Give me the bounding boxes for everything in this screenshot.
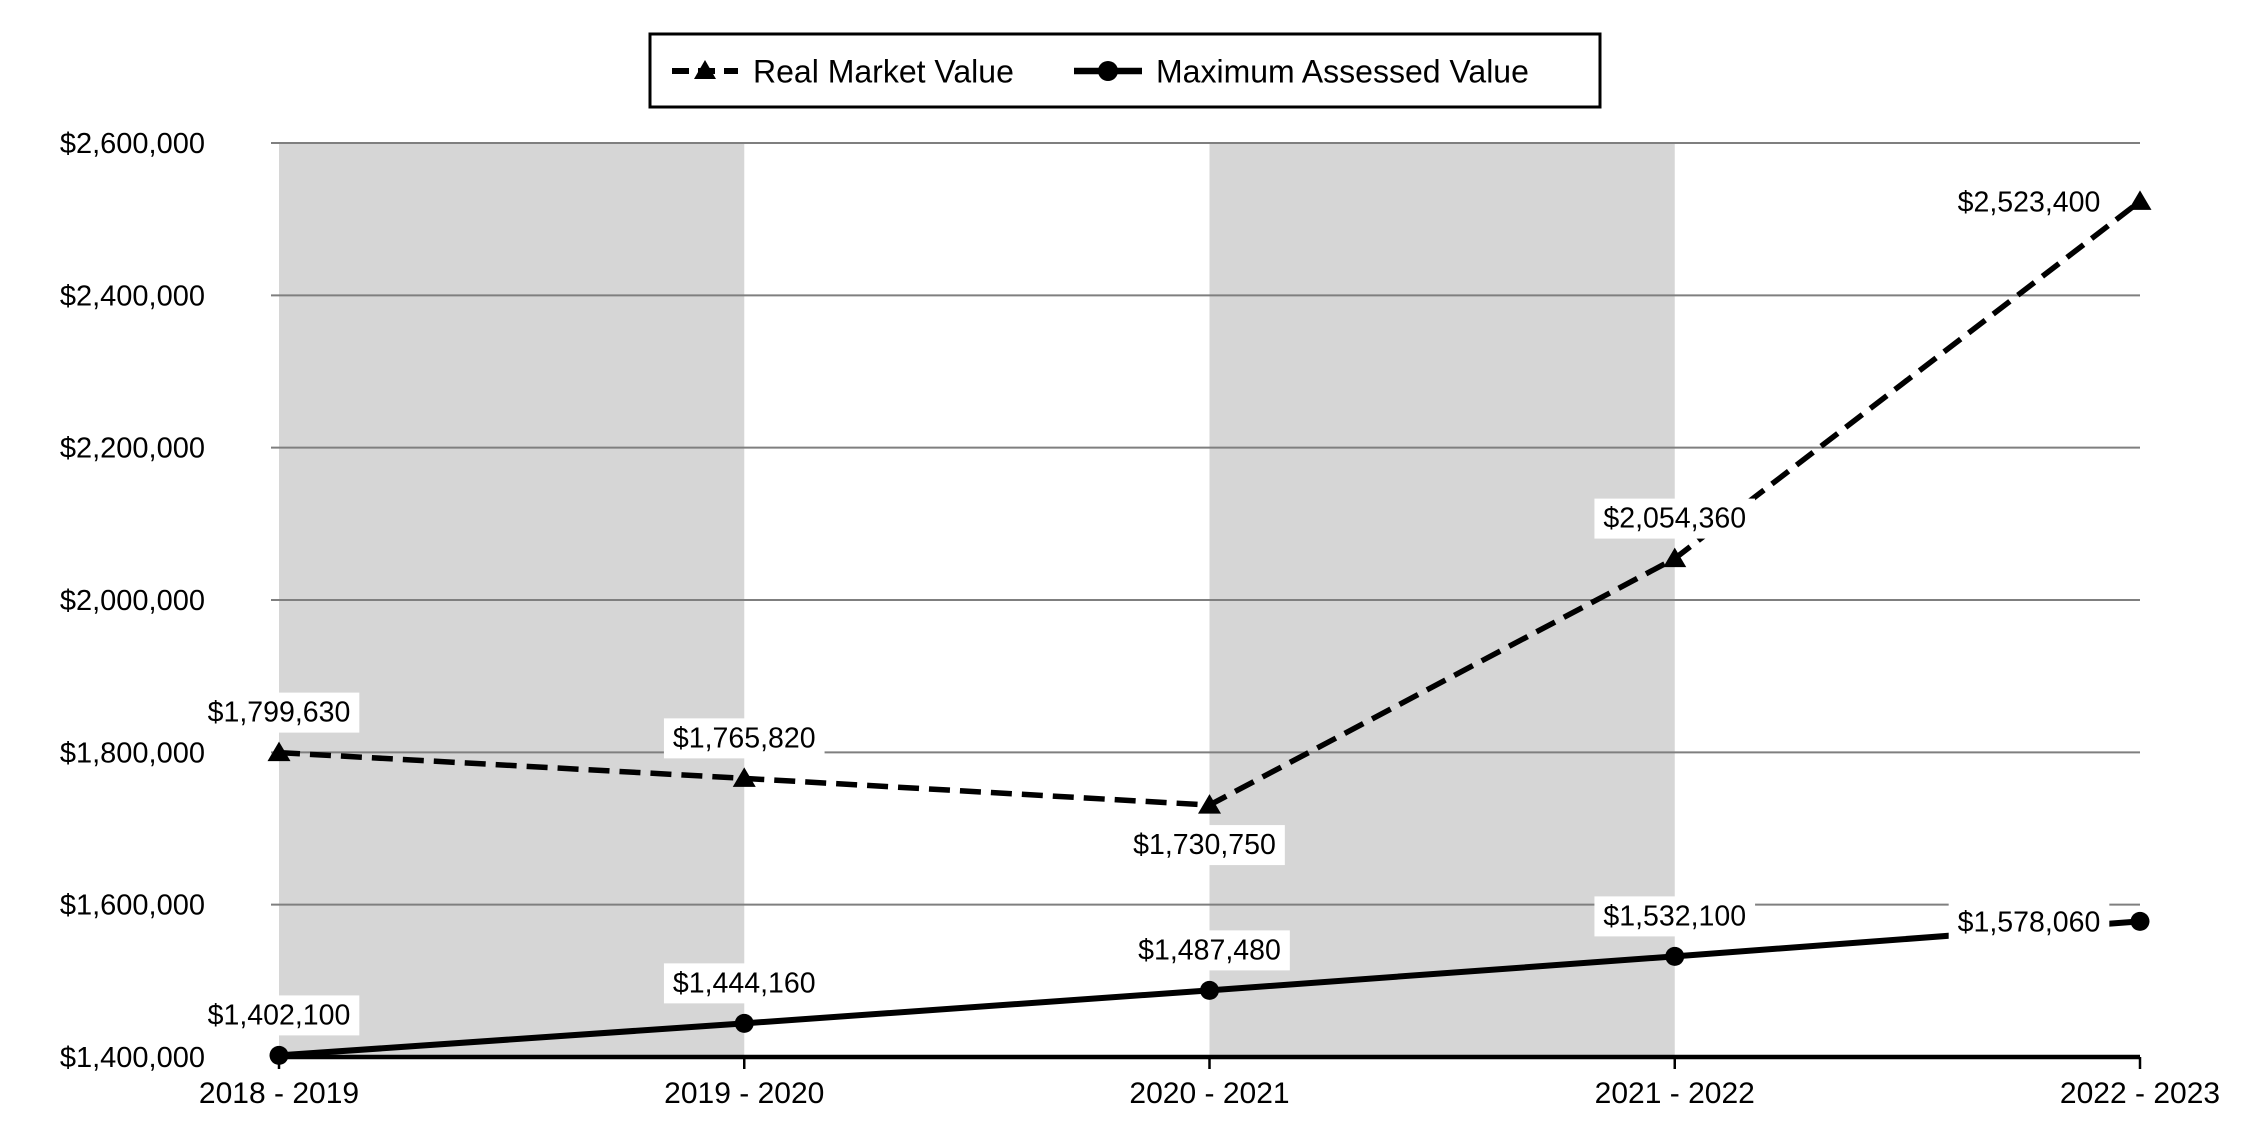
y-tick-label: $1,800,000	[60, 737, 205, 769]
triangle-marker-icon	[1663, 547, 1687, 568]
x-tick-label: 2022 - 2023	[2060, 1077, 2220, 1110]
maximum-assessed-value-data-label: $1,532,100	[1603, 900, 1746, 932]
data-label-background	[1948, 902, 2110, 943]
y-tick-label: $2,600,000	[60, 128, 205, 160]
data-label-background	[1594, 896, 1756, 937]
data-label-background	[663, 963, 825, 1004]
legend-label: Real Market Value	[753, 54, 1014, 90]
y-tick-label: $2,400,000	[60, 280, 205, 312]
circle-marker-icon	[2130, 911, 2150, 931]
real-market-value-data-label: $2,054,360	[1603, 503, 1746, 535]
y-tick-label: $1,400,000	[60, 1042, 205, 1074]
data-label-background	[1594, 498, 1756, 539]
x-tick-label: 2020 - 2021	[1129, 1077, 1289, 1110]
circle-marker-icon	[1665, 946, 1685, 966]
circle-marker-icon	[734, 1013, 754, 1033]
real-market-value-data-label: $1,730,750	[1133, 829, 1276, 861]
maximum-assessed-value-data-label: $1,402,100	[208, 999, 351, 1031]
triangle-marker-icon	[2128, 190, 2152, 210]
data-label-background	[1124, 825, 1285, 866]
circle-marker-icon	[269, 1045, 289, 1065]
real-market-value-data-label: $1,799,630	[208, 697, 351, 729]
data-label-background	[1129, 930, 1290, 971]
y-tick-label: $1,600,000	[60, 890, 205, 922]
data-label-background	[198, 692, 360, 733]
data-label-background	[198, 995, 360, 1036]
triangle-marker-icon	[732, 767, 756, 787]
circle-marker-icon	[1200, 980, 1219, 1000]
y-tick-label: $2,200,000	[60, 433, 205, 465]
real-market-value-data-label: $1,765,820	[673, 722, 816, 754]
y-tick-label: $2,000,000	[60, 585, 205, 617]
maximum-assessed-value-data-label: $1,444,160	[673, 967, 816, 999]
triangle-marker-icon	[1198, 794, 1221, 814]
real-market-value-data-label: $2,523,400	[1958, 186, 2101, 218]
data-label-background	[1948, 182, 2110, 223]
triangle-marker-icon	[267, 741, 291, 762]
maximum-assessed-value-data-label: $1,578,060	[1958, 906, 2101, 938]
legend	[648, 32, 1602, 109]
triangle-marker-icon	[694, 60, 716, 79]
circle-marker-icon	[1098, 61, 1118, 81]
x-tick-label: 2018 - 2019	[199, 1077, 359, 1110]
legend-label: Maximum Assessed Value	[1156, 54, 1529, 90]
data-label-background	[663, 718, 825, 759]
x-tick-label: 2021 - 2022	[1595, 1077, 1755, 1110]
x-tick-label: 2019 - 2020	[664, 1077, 824, 1110]
maximum-assessed-value-data-label: $1,487,480	[1138, 934, 1281, 966]
